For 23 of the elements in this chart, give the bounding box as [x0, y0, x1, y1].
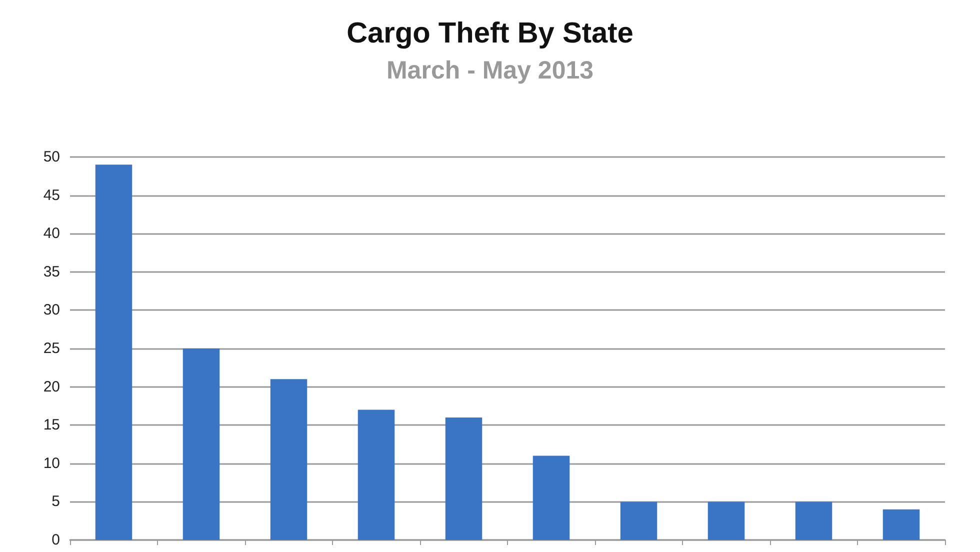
y-tick-label: 0 — [52, 532, 60, 548]
chart-title: Cargo Theft By State — [346, 18, 634, 50]
bar — [795, 502, 832, 540]
bar — [270, 379, 308, 540]
bar — [708, 502, 745, 540]
y-tick-label: 35 — [43, 263, 60, 280]
bar — [882, 509, 920, 540]
y-tick-label: 20 — [43, 378, 60, 396]
bar — [620, 502, 658, 540]
bar — [358, 410, 395, 540]
bar — [95, 164, 132, 540]
y-tick-label: 10 — [43, 454, 60, 472]
bar — [182, 348, 220, 540]
y-tick-label: 50 — [43, 148, 60, 166]
y-tick-label: 25 — [43, 340, 60, 357]
bar — [532, 456, 570, 540]
y-tick-label: 40 — [43, 225, 60, 242]
y-tick-label: 5 — [52, 493, 60, 510]
bar — [445, 417, 482, 540]
chart-subtitle: March - May 2013 — [386, 56, 594, 84]
y-tick-label: 45 — [43, 186, 60, 204]
y-tick-label: 30 — [43, 302, 60, 319]
y-tick-label: 15 — [43, 416, 60, 434]
